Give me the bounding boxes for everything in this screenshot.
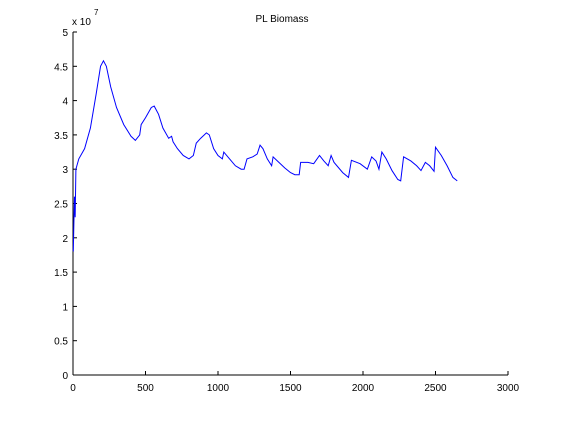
y-tick-label: 3 (62, 165, 68, 176)
data-line (72, 59, 458, 252)
y-multiplier: x 10 (72, 17, 91, 28)
y-tick-label: 4 (62, 97, 68, 108)
y-multiplier-exponent: 7 (94, 8, 99, 17)
y-tick-label: 0.5 (54, 337, 68, 348)
x-tick-label: 1000 (207, 383, 230, 394)
x-tick-label: 1500 (279, 383, 302, 394)
y-tick-label: 0 (62, 371, 68, 382)
x-tick-label: 2000 (352, 383, 375, 394)
chart-title: PL Biomass (256, 14, 309, 25)
x-tick-label: 2500 (424, 383, 447, 394)
x-tick-label: 0 (70, 383, 76, 394)
y-tick-label: 3.5 (54, 131, 68, 142)
y-tick-label: 2 (62, 234, 68, 245)
x-tick-label: 500 (137, 383, 154, 394)
y-tick-label: 1.5 (54, 268, 68, 279)
y-tick-label: 5 (62, 28, 68, 39)
y-tick-label: 2.5 (54, 200, 68, 211)
y-tick-label: 1 (62, 302, 68, 313)
y-tick-label: 4.5 (54, 62, 68, 73)
x-tick-label: 3000 (497, 383, 520, 394)
